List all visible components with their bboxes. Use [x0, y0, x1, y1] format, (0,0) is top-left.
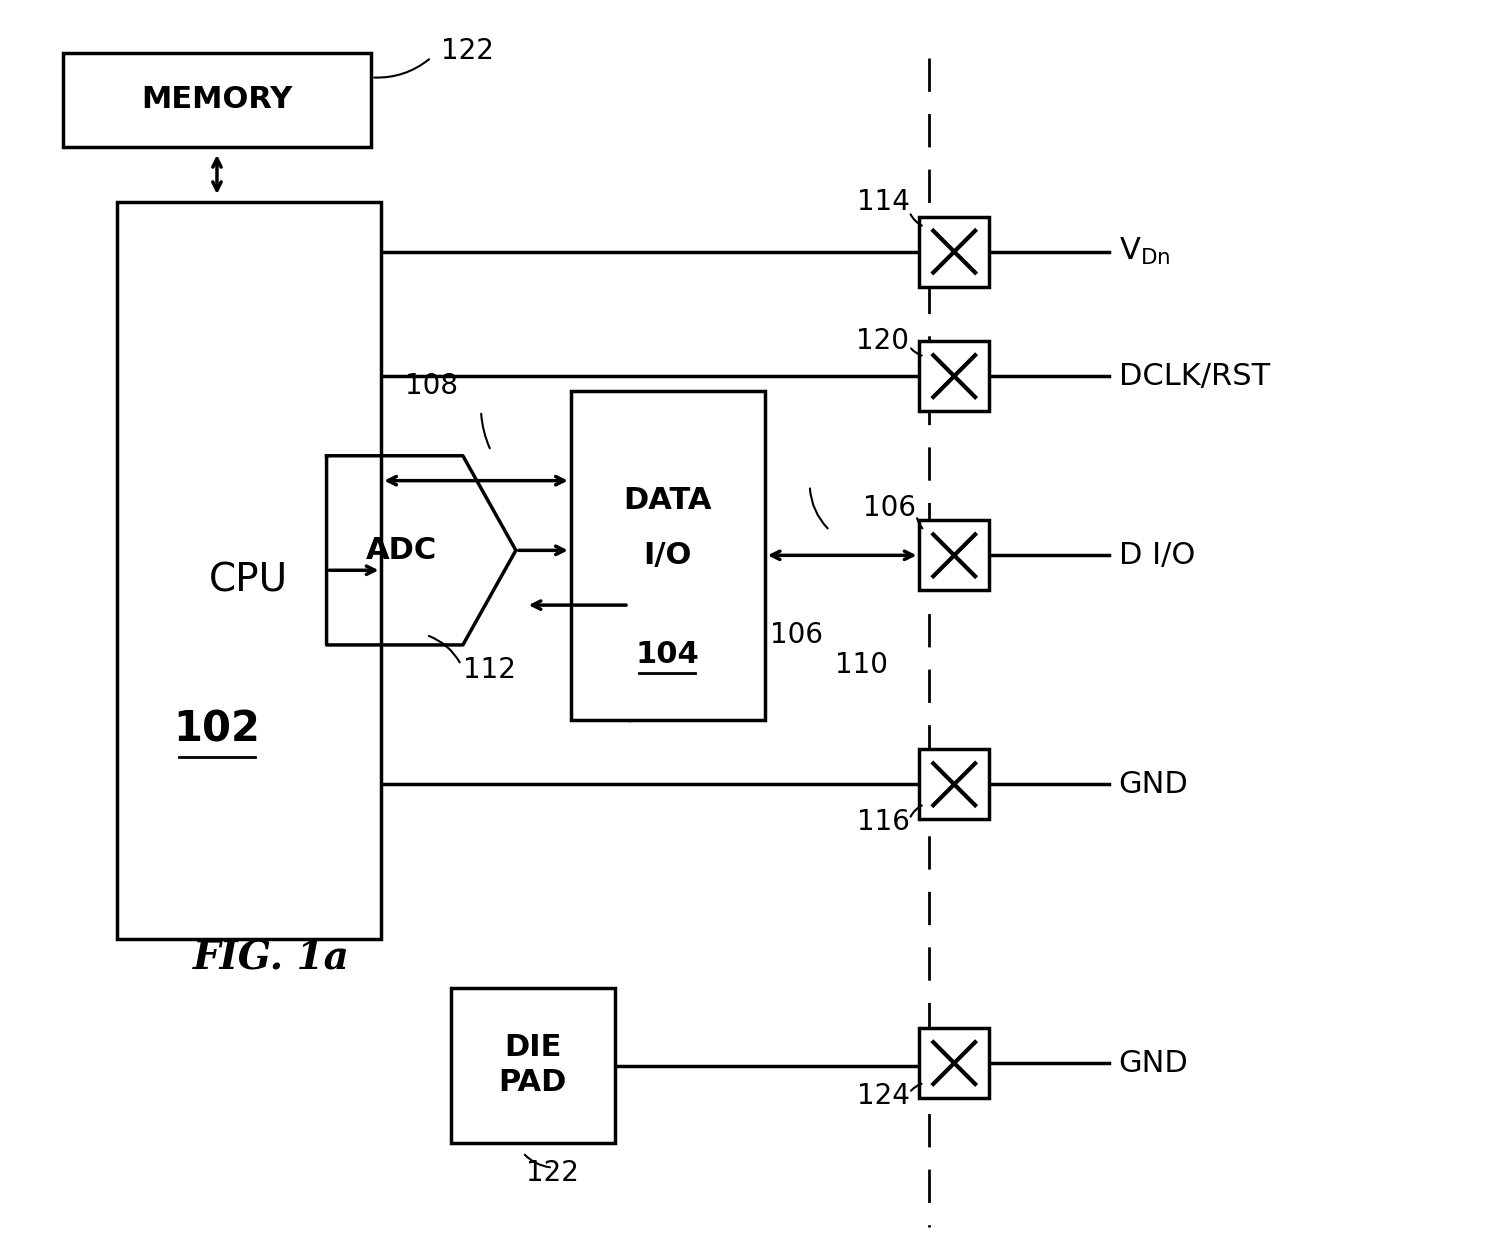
Text: DATA: DATA [623, 486, 711, 515]
Text: 108: 108 [404, 373, 458, 400]
Text: DCLK/RST: DCLK/RST [1118, 361, 1270, 390]
Text: ADC: ADC [365, 536, 437, 565]
Text: 122: 122 [441, 37, 494, 64]
Text: 110: 110 [835, 651, 887, 679]
Text: GND: GND [1118, 1049, 1188, 1078]
Bar [63, 53, 371, 147]
Text: FIG. 1a: FIG. 1a [194, 939, 350, 977]
Bar [118, 201, 382, 939]
Polygon shape [327, 456, 516, 645]
Text: 112: 112 [464, 656, 516, 684]
Text: MEMORY: MEMORY [142, 86, 292, 115]
Text: 122: 122 [526, 1158, 579, 1186]
Text: GND: GND [1118, 769, 1188, 798]
Bar [920, 217, 989, 287]
Text: 124: 124 [856, 1081, 910, 1110]
Text: 114: 114 [856, 188, 910, 215]
Text: 106: 106 [769, 621, 823, 648]
Text: 120: 120 [856, 327, 910, 355]
Text: 104: 104 [635, 641, 699, 670]
Bar [920, 749, 989, 820]
Bar [920, 341, 989, 410]
Text: DIE: DIE [504, 1032, 562, 1061]
Bar [920, 520, 989, 590]
Bar [452, 988, 616, 1143]
Text: PAD: PAD [498, 1069, 567, 1098]
Text: CPU: CPU [209, 562, 288, 599]
Text: D I/O: D I/O [1118, 541, 1194, 570]
Text: V$_\mathregular{Dn}$: V$_\mathregular{Dn}$ [1118, 237, 1170, 267]
Bar [571, 392, 765, 720]
Text: I/O: I/O [643, 541, 692, 570]
Bar [920, 1029, 989, 1098]
Text: 116: 116 [856, 808, 910, 836]
Text: 102: 102 [173, 709, 261, 750]
Text: 106: 106 [863, 494, 917, 521]
